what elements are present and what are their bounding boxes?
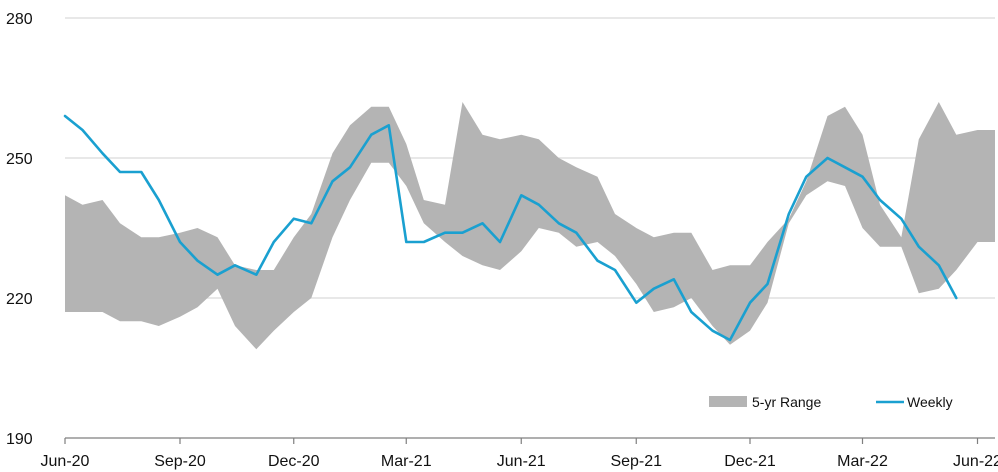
axes: 190 220 250 280 Jun-20 Sep-20 Dec-20 Mar-21 Jun-… [6, 11, 998, 470]
x-tick-label: Jun-20 [41, 453, 90, 470]
x-tick-label: Dec-21 [724, 453, 776, 470]
legend-swatch-range [709, 396, 747, 407]
x-tick-label: Jun-22 [953, 453, 998, 470]
legend-label-weekly: Weekly [907, 394, 953, 410]
y-tick-label: 190 [6, 431, 33, 448]
y-tick-label: 280 [6, 11, 33, 28]
range-band [65, 102, 995, 350]
x-tick-label: Mar-21 [381, 453, 432, 470]
y-tick-label: 250 [6, 151, 33, 168]
y-tick-label: 220 [6, 291, 33, 308]
x-tick-label: Sep-21 [610, 453, 662, 470]
range-band-layer [65, 102, 995, 350]
legend-label-range: 5-yr Range [752, 394, 821, 410]
x-tick-label: Mar-22 [837, 453, 888, 470]
weekly-line [63, 114, 958, 342]
legend: 5-yr Range Weekly [709, 394, 953, 410]
x-tick-label: Dec-20 [268, 453, 320, 470]
x-tick-label: Sep-20 [154, 453, 206, 470]
weekly-line-layer [63, 114, 958, 342]
x-tick-label: Jun-21 [497, 453, 546, 470]
